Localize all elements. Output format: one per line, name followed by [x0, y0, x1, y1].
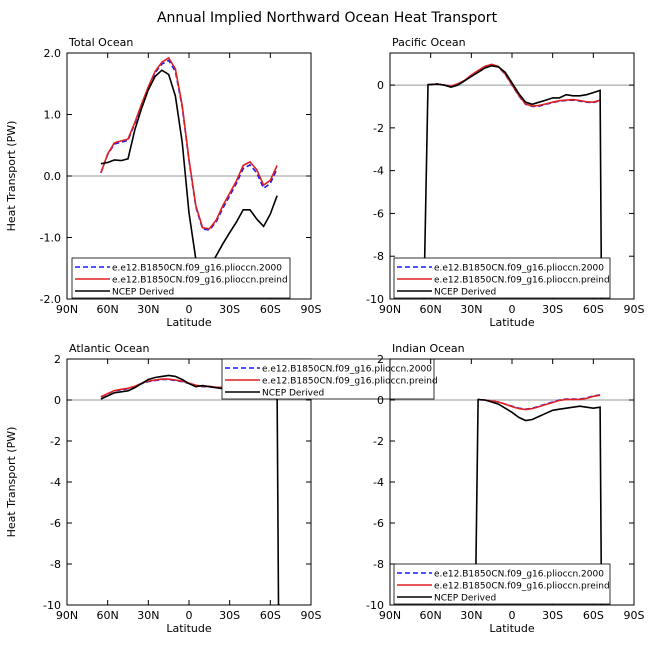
- x-tick-label: 0: [509, 609, 516, 622]
- x-tick-label: 90S: [624, 303, 645, 316]
- legend: e.e12.B1850CN.f09_g16.plioccn.2000 e.e12.…: [71, 257, 291, 299]
- x-tick-label: 30S: [219, 609, 240, 622]
- x-tick-label: 30N: [137, 303, 159, 316]
- x-tick-label: 30S: [542, 609, 563, 622]
- series-line-2: [427, 63, 601, 107]
- legend: e.e12.B1850CN.f09_g16.plioccn.2000 e.e12.…: [393, 257, 611, 299]
- y-tick-label: -4: [373, 476, 384, 489]
- series-group: [100, 56, 278, 278]
- y-tick-label: 2: [377, 353, 384, 366]
- chart-panel-4: 90N 60N 30N 0 30S 60S 90S -10 -8 -6 -4 -2 0 2 Indian O…: [366, 342, 644, 635]
- x-tick-label: 90S: [301, 303, 322, 316]
- y-tick-label: -2.0: [40, 293, 61, 306]
- y-tick-label: -6: [373, 517, 384, 530]
- x-tick-label: 60S: [260, 609, 281, 622]
- y-tick-label: -10: [43, 599, 61, 612]
- y-tick-label: -8: [50, 558, 61, 571]
- x-tick-label: 30N: [137, 609, 159, 622]
- x-tick-label: 60S: [260, 303, 281, 316]
- x-tick-label: 60S: [583, 303, 604, 316]
- x-axis-label: Latitude: [489, 622, 535, 635]
- legend-label-1: e.e12.B1850CN.f09_g16.plioccn.2000: [434, 570, 604, 580]
- x-tick-label: 60N: [97, 303, 119, 316]
- series-line-2: [100, 56, 278, 230]
- y-tick-label: -2: [373, 435, 384, 448]
- y-tick-label: -8: [373, 558, 384, 571]
- y-tick-label: 2: [54, 353, 61, 366]
- legend-label-1: e.e12.B1850CN.f09_g16.plioccn.2000: [434, 264, 604, 274]
- y-tick-label: 2.0: [44, 47, 62, 60]
- y-tick-label: -1.0: [40, 232, 61, 245]
- legend: e.e12.B1850CN.f09_g16.plioccn.2000 e.e12.…: [393, 563, 611, 605]
- y-tick-label: 0: [377, 79, 384, 92]
- x-tick-label: 60S: [583, 609, 604, 622]
- x-tick-label: 90N: [56, 303, 78, 316]
- chart-panel-3: 90N 60N 30N 0 30S 60S 90S -10 -8 -6 -4 -2 0 2 Atlantic…: [5, 342, 438, 635]
- legend-label-3: NCEP Derived: [112, 288, 174, 298]
- x-tick-label: 0: [186, 609, 193, 622]
- series-line-3: [100, 69, 278, 278]
- legend-label-2: e.e12.B1850CN.f09_g16.plioccn.preind: [434, 582, 610, 592]
- legend-label-2: e.e12.B1850CN.f09_g16.plioccn.preind: [262, 377, 438, 387]
- x-tick-label: 30N: [460, 303, 482, 316]
- y-tick-label: 0.0: [44, 170, 62, 183]
- y-tick-label: -4: [50, 476, 61, 489]
- legend-label-3: NCEP Derived: [262, 389, 324, 399]
- series-line-3: [100, 374, 280, 605]
- legend-label-3: NCEP Derived: [434, 288, 496, 298]
- chart-panel-2: 90N 60N 30N 0 30S 60S 90S -10 -8 -6 -4 -2 0 Pacific O…: [366, 36, 644, 329]
- legend-label-1: e.e12.B1850CN.f09_g16.plioccn.2000: [262, 365, 432, 375]
- y-tick-label: 0: [377, 394, 384, 407]
- y-axis-label: Heat Transport (PW): [5, 427, 18, 538]
- x-axis-label: Latitude: [166, 622, 212, 635]
- panels: 90N 60N 30N 0 30S 60S 90S -2.0 -1.0 0.0 1.0 2.0 Tota…: [5, 36, 645, 635]
- x-tick-label: 90N: [379, 303, 401, 316]
- y-tick-label: 0: [54, 394, 61, 407]
- legend-label-2: e.e12.B1850CN.f09_g16.plioccn.preind: [112, 276, 288, 286]
- y-tick-label: -2: [50, 435, 61, 448]
- y-tick-label: -6: [50, 517, 61, 530]
- x-tick-label: 0: [186, 303, 193, 316]
- series-group: [423, 63, 603, 299]
- x-tick-label: 0: [509, 303, 516, 316]
- legend-label-3: NCEP Derived: [434, 594, 496, 604]
- y-tick-label: -10: [366, 293, 384, 306]
- y-axis-label: Heat Transport (PW): [5, 121, 18, 232]
- x-tick-label: 90S: [624, 609, 645, 622]
- y-tick-label: 1.0: [44, 109, 62, 122]
- x-tick-label: 30N: [460, 609, 482, 622]
- series-group: [100, 374, 280, 605]
- series-line-2: [478, 394, 601, 411]
- series-line-3: [474, 398, 603, 605]
- x-axis-label: Latitude: [166, 316, 212, 329]
- y-tick-label: -4: [373, 165, 384, 178]
- x-tick-label: 90N: [379, 609, 401, 622]
- figure-title: Annual Implied Northward Ocean Heat Tran…: [157, 10, 498, 26]
- x-tick-label: 60N: [420, 609, 442, 622]
- x-tick-label: 60N: [420, 303, 442, 316]
- legend-label-1: e.e12.B1850CN.f09_g16.plioccn.2000: [112, 264, 282, 274]
- x-tick-label: 30S: [542, 303, 563, 316]
- series-group: [474, 394, 603, 605]
- panel-title: Total Ocean: [68, 36, 133, 49]
- panel-title: Indian Ocean: [392, 342, 465, 355]
- legend: e.e12.B1850CN.f09_g16.plioccn.2000 e.e12.…: [221, 358, 438, 400]
- series-line-3: [423, 64, 603, 299]
- panel-title: Atlantic Ocean: [69, 342, 150, 355]
- x-tick-label: 90S: [301, 609, 322, 622]
- chart-panel-1: 90N 60N 30N 0 30S 60S 90S -2.0 -1.0 0.0 1.0 2.0 Tota…: [5, 36, 322, 329]
- legend-label-2: e.e12.B1850CN.f09_g16.plioccn.preind: [434, 276, 610, 286]
- x-tick-label: 60N: [97, 609, 119, 622]
- x-tick-label: 90N: [56, 609, 78, 622]
- y-tick-label: -10: [366, 599, 384, 612]
- panel-title: Pacific Ocean: [392, 36, 466, 49]
- y-tick-label: -2: [373, 122, 384, 135]
- x-axis-label: Latitude: [489, 316, 535, 329]
- x-tick-label: 30S: [219, 303, 240, 316]
- y-tick-label: -8: [373, 250, 384, 263]
- y-tick-label: -6: [373, 207, 384, 220]
